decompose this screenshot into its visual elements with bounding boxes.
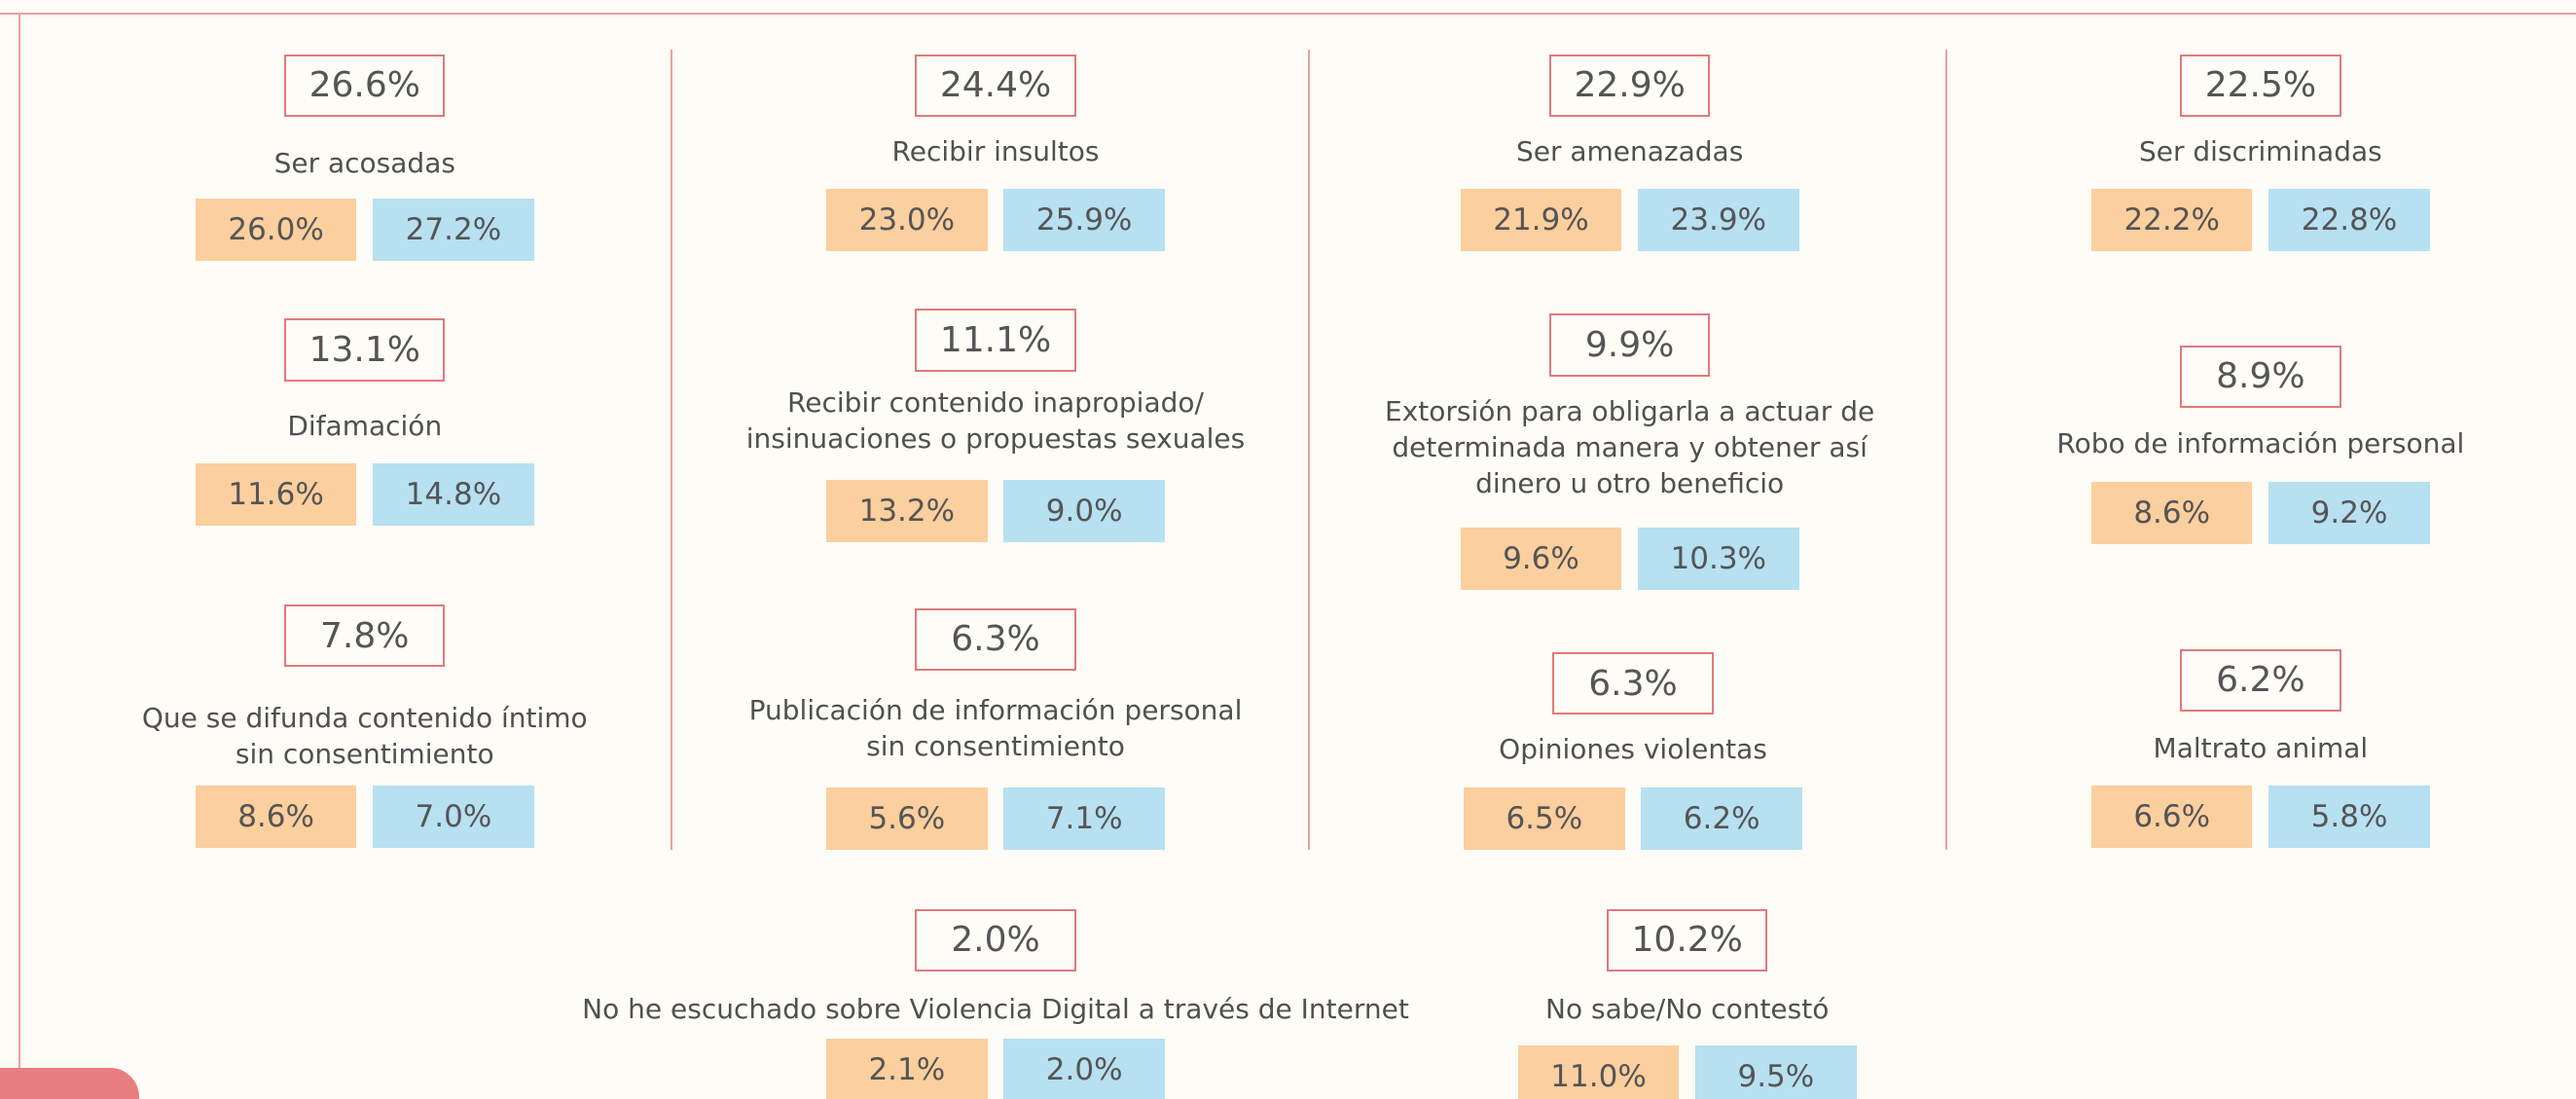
total-box: 7.8% (284, 604, 446, 668)
female-value: 2.1% (826, 1038, 988, 1099)
item-label: Que se difunda contenido íntimo (141, 702, 588, 735)
total-box: 6.2% (2180, 648, 2341, 712)
female-value: 6.6% (2090, 785, 2253, 849)
male-value: 14.8% (373, 463, 534, 527)
female-value: 23.0% (826, 189, 988, 252)
female-value: 11.6% (195, 463, 357, 527)
total-box: 13.1% (284, 318, 446, 382)
male-value: 27.2% (373, 199, 534, 262)
female-value: 11.0% (1517, 1044, 1680, 1099)
item-label: Opiniones violentas (1499, 733, 1767, 766)
total-box: 26.6% (284, 54, 446, 117)
item-label: Difamación (287, 409, 443, 442)
male-value: 23.9% (1638, 189, 1799, 252)
total-box: 6.3% (915, 607, 1076, 671)
female-value: 6.5% (1464, 787, 1625, 850)
item-label: sin consentimiento (866, 729, 1125, 762)
item-label: determinada manera y obtener así (1392, 430, 1868, 463)
male-value: 6.2% (1641, 787, 1802, 850)
total-box: 10.2% (1606, 908, 1768, 971)
male-value: 9.2% (2268, 481, 2430, 544)
item-label: Recibir insultos (891, 134, 1100, 167)
item-label: Recibir contenido inapropiado/ (787, 386, 1204, 420)
total-box: 22.5% (2180, 54, 2341, 117)
left-border (18, 13, 20, 1099)
item-label: No he escuchado sobre Violencia Digital … (582, 993, 1409, 1025)
item-label: No sabe/No contestó (1545, 993, 1830, 1025)
item-label: Robo de información personal (2056, 427, 2465, 460)
male-value: 7.1% (1003, 787, 1165, 850)
total-box: 24.4% (915, 54, 1076, 117)
male-value: 10.3% (1638, 527, 1799, 591)
separator (1945, 50, 1947, 850)
female-value: 8.6% (2090, 481, 2253, 544)
separator (1308, 50, 1310, 850)
separator (671, 50, 672, 850)
female-value: 13.2% (826, 479, 988, 543)
item-label: Ser discriminadas (2139, 134, 2382, 167)
total-box: 11.1% (915, 309, 1076, 372)
male-value: 5.8% (2268, 785, 2430, 849)
female-value: 21.9% (1460, 189, 1622, 252)
item-label: Ser acosadas (273, 146, 455, 179)
male-value: 25.9% (1003, 189, 1165, 252)
female-value: 26.0% (195, 199, 357, 262)
total-box: 9.9% (1548, 313, 1711, 377)
item-label: Publicación de información personal (748, 693, 1243, 726)
female-value: 22.2% (2090, 189, 2253, 252)
corner-tab (0, 1068, 139, 1099)
total-box: 22.9% (1548, 54, 1711, 117)
top-border (0, 13, 2576, 15)
female-value: 9.6% (1460, 527, 1622, 591)
male-value: 2.0% (1003, 1038, 1165, 1099)
item-label: Maltrato animal (2153, 731, 2369, 764)
female-value: 5.6% (826, 787, 988, 850)
item-label: Extorsión para obligarla a actuar de (1385, 394, 1875, 427)
male-value: 9.5% (1695, 1044, 1857, 1099)
item-label: Ser amenazadas (1515, 134, 1744, 167)
male-value: 22.8% (2268, 189, 2430, 252)
male-value: 7.0% (373, 785, 534, 849)
item-label: sin consentimiento (235, 738, 494, 771)
male-value: 9.0% (1003, 479, 1165, 543)
total-box: 8.9% (2180, 345, 2341, 408)
total-box: 2.0% (915, 908, 1076, 971)
item-label: dinero u otro beneficio (1475, 466, 1785, 499)
total-box: 6.3% (1552, 652, 1714, 715)
female-value: 8.6% (195, 785, 357, 849)
item-label: insinuaciones o propuestas sexuales (745, 422, 1246, 456)
